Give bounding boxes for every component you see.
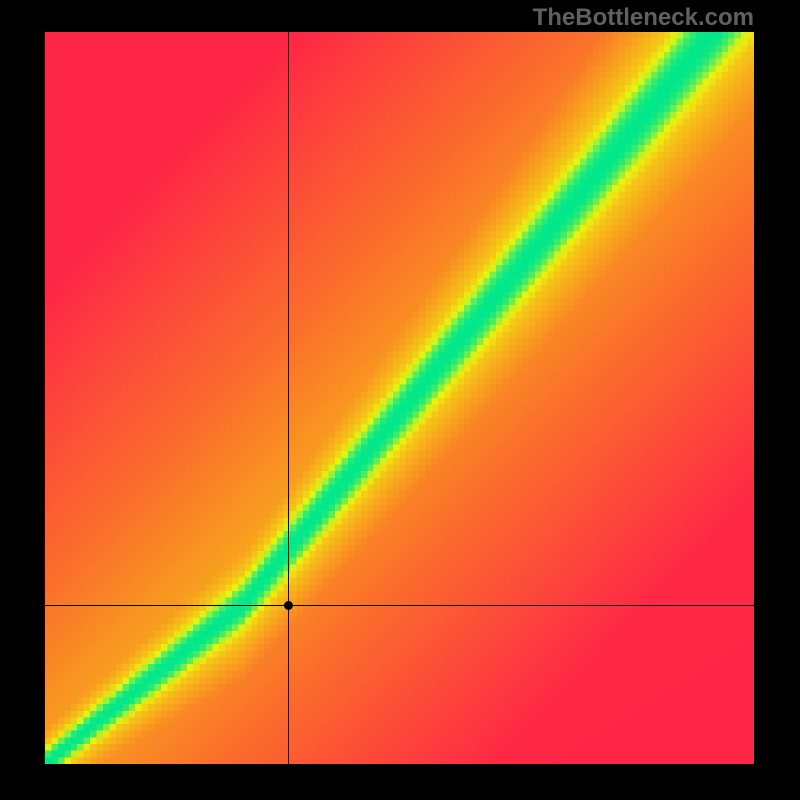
- heatmap-canvas: [45, 32, 754, 764]
- crosshair-marker: [284, 601, 293, 610]
- watermark-text: TheBottleneck.com: [533, 4, 754, 32]
- crosshair-horizontal: [45, 605, 754, 606]
- crosshair-vertical: [288, 32, 289, 764]
- chart-container: TheBottleneck.com: [0, 0, 800, 800]
